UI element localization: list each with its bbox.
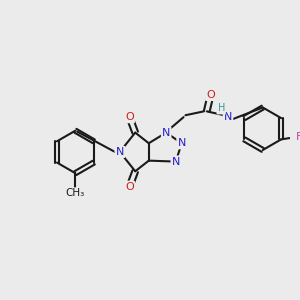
Text: O: O bbox=[206, 90, 215, 100]
Text: O: O bbox=[125, 182, 134, 192]
Text: CH₃: CH₃ bbox=[66, 188, 85, 199]
Text: N: N bbox=[162, 128, 170, 138]
Text: O: O bbox=[125, 112, 134, 122]
Text: H: H bbox=[218, 103, 225, 113]
Text: N: N bbox=[177, 138, 186, 148]
Text: F: F bbox=[296, 132, 300, 142]
Text: N: N bbox=[116, 147, 124, 157]
Text: N: N bbox=[172, 157, 180, 166]
Text: N: N bbox=[224, 112, 232, 122]
